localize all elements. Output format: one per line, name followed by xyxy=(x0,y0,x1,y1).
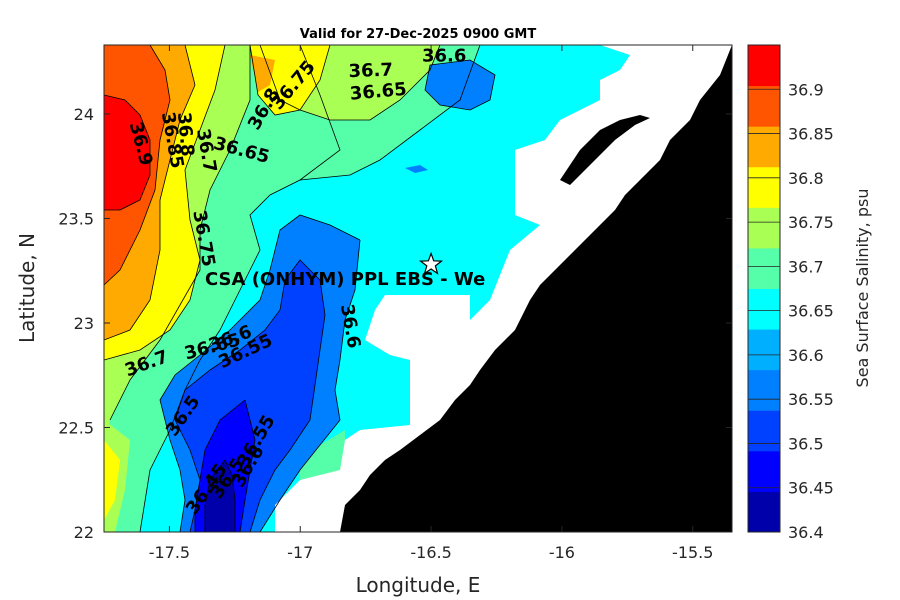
band-36-9-west xyxy=(104,95,150,210)
colorbar-tick-label: 36.7 xyxy=(788,257,824,276)
land-peninsula xyxy=(560,115,650,185)
band-36-55-northeast xyxy=(425,60,495,110)
colorbar-band xyxy=(748,450,780,492)
data-speck xyxy=(405,165,428,173)
contour-label: 36.6 xyxy=(422,46,466,67)
colorbar-label: Sea Surface Salinity, psu xyxy=(853,189,872,388)
colorbar-band xyxy=(748,126,780,168)
colorbar-band xyxy=(748,166,780,208)
colorbar-tick-label: 36.45 xyxy=(788,479,834,498)
band-36-75-southwest xyxy=(104,440,120,520)
y-axis-label: Latitude, N xyxy=(15,233,39,343)
colorbar-band xyxy=(748,410,780,452)
axes-frame xyxy=(103,44,733,533)
colorbar-band xyxy=(748,247,780,289)
colorbar-band xyxy=(748,369,780,411)
y-tick-label: 23.5 xyxy=(58,209,94,228)
y-tick-label: 24 xyxy=(74,105,94,124)
colorbar-band xyxy=(748,207,780,249)
colorbar-band xyxy=(748,288,780,330)
x-tick-label: -16.5 xyxy=(410,543,451,562)
colorbar-tick-label: 36.9 xyxy=(788,80,824,99)
land-mass xyxy=(340,45,732,532)
y-tick-label: 22 xyxy=(74,523,94,542)
colorbar-band xyxy=(748,329,780,371)
site-label: CSA (ONHYM) PPL EBS - We xyxy=(205,269,485,290)
x-tick-label: -15.5 xyxy=(672,543,713,562)
colorbar-tick-label: 36.65 xyxy=(788,302,834,321)
colorbar-tick-label: 36.5 xyxy=(788,434,824,453)
map-area xyxy=(104,45,732,532)
chart-title: Valid for 27-Dec-2025 0900 GMT xyxy=(300,27,537,42)
contour-label: 36.65 xyxy=(349,79,408,105)
colorbar-tick-label: 36.8 xyxy=(788,169,824,188)
band-36-4-south xyxy=(205,460,235,532)
colorbar-tick-label: 36.85 xyxy=(788,125,834,144)
colorbar-tick-label: 36.55 xyxy=(788,390,834,409)
x-axis-label: Longitude, E xyxy=(356,573,481,597)
colorbar-band xyxy=(748,85,780,127)
x-tick-label: -17.5 xyxy=(149,543,190,562)
y-tick-label: 23 xyxy=(74,314,94,333)
colorbar-tick-label: 36.4 xyxy=(788,523,824,542)
contour-label: 36.7 xyxy=(348,60,393,83)
colorbar-band xyxy=(748,45,780,87)
x-axis: -17.5 -17 -16.5 -16 -15.5 xyxy=(149,45,713,562)
site-marker-group: CSA (ONHYM) PPL EBS - We xyxy=(205,251,485,290)
colorbar-tick-label: 36.75 xyxy=(788,213,834,232)
y-tick-label: 22.5 xyxy=(58,418,94,437)
x-tick-label: -17 xyxy=(287,543,313,562)
x-tick-label: -16 xyxy=(549,543,575,562)
colorbar-band xyxy=(748,491,780,533)
colorbar: 36.4 36.45 36.5 36.55 36.6 36.65 36.7 36.75 36.8… xyxy=(747,44,834,542)
no-data-area xyxy=(275,45,732,532)
contour-label: 36.8 xyxy=(173,111,198,157)
site-star-icon xyxy=(418,251,444,275)
y-axis: 22 22.5 23 23.5 24 xyxy=(58,105,732,542)
colorbar-tick-label: 36.6 xyxy=(788,346,824,365)
